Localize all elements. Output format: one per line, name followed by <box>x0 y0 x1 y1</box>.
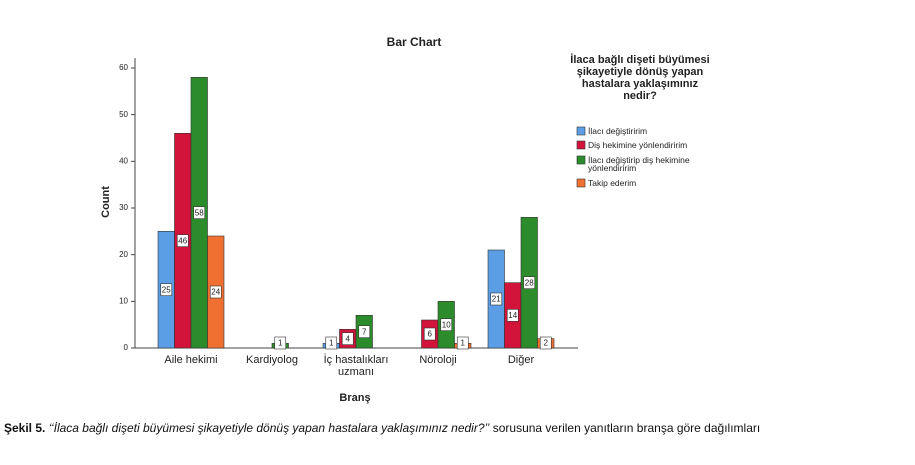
legend-swatch <box>576 178 586 188</box>
value-label: 2 <box>544 339 549 348</box>
value-label: 14 <box>508 311 517 320</box>
y-tick-label: 0 <box>124 343 129 352</box>
legend-swatch <box>576 126 586 136</box>
caption-question: ‘‘İlaca bağlı dişeti büyümesi şikayetiyl… <box>48 421 490 435</box>
y-tick-label: 20 <box>119 250 128 259</box>
value-label: 6 <box>428 330 433 339</box>
value-label: 10 <box>442 320 451 329</box>
value-label-box <box>176 234 189 247</box>
legend-swatch <box>576 140 586 150</box>
x-tick-label: Diğer <box>507 354 535 366</box>
legend-title: İlaca bağlı dişeti büyümesi şikayetiyle … <box>570 54 710 102</box>
caption-text: sorusuna verilen yanıtların branşa göre … <box>489 421 761 435</box>
value-label-box <box>341 332 354 345</box>
value-label-box <box>523 276 536 289</box>
value-label-box <box>539 336 552 350</box>
y-tick-label: 50 <box>119 110 128 119</box>
legend-label: Diş hekimine yönlendiririm <box>588 140 688 150</box>
value-label-box <box>274 336 287 350</box>
value-label-box <box>209 285 222 299</box>
value-label: 24 <box>211 288 220 297</box>
value-label-box <box>358 325 371 338</box>
legend-label: Takip ederim <box>588 178 637 188</box>
value-label: 58 <box>195 208 204 217</box>
value-label: 7 <box>362 327 367 336</box>
value-label-box <box>440 318 453 331</box>
x-axis-label: Branş <box>339 392 370 404</box>
value-label: 1 <box>461 339 466 348</box>
value-label-box <box>160 283 173 296</box>
value-label: 25 <box>162 285 171 294</box>
value-label: 46 <box>178 236 187 245</box>
value-label-box <box>423 327 436 341</box>
y-tick-label: 30 <box>119 203 128 212</box>
caption: Şekil 5. ‘‘İlaca bağlı dişeti büyümesi ş… <box>4 421 912 436</box>
chart-title: Bar Chart <box>387 35 442 49</box>
value-label-box <box>490 292 503 306</box>
value-label: 21 <box>492 295 501 304</box>
caption-label: Şekil 5. <box>4 421 46 435</box>
x-tick-label: Aile hekimi <box>164 354 218 366</box>
x-tick-label: İç hastalıkları uzmanı <box>323 354 389 378</box>
value-label: 1 <box>329 339 334 348</box>
y-axis-label: Count <box>100 186 112 218</box>
x-tick-label: Kardiyolog <box>246 354 298 366</box>
x-tick-label: Nöroloji <box>419 354 457 366</box>
legend-swatch <box>576 155 586 165</box>
y-tick-label: 10 <box>119 296 128 305</box>
value-label-box <box>193 206 206 219</box>
value-label: 28 <box>525 278 534 287</box>
y-tick-label: 40 <box>119 156 128 165</box>
legend-label: İlacı değiştirip diş hekimine yönlendiri… <box>588 155 690 173</box>
y-tick-label: 60 <box>119 63 128 72</box>
value-label-box <box>506 309 519 322</box>
value-label-box <box>456 336 469 350</box>
value-label-box <box>325 336 338 350</box>
legend-label: İlacı değiştiririm <box>588 126 648 136</box>
value-label: 4 <box>346 334 351 343</box>
value-label: 1 <box>278 339 283 348</box>
